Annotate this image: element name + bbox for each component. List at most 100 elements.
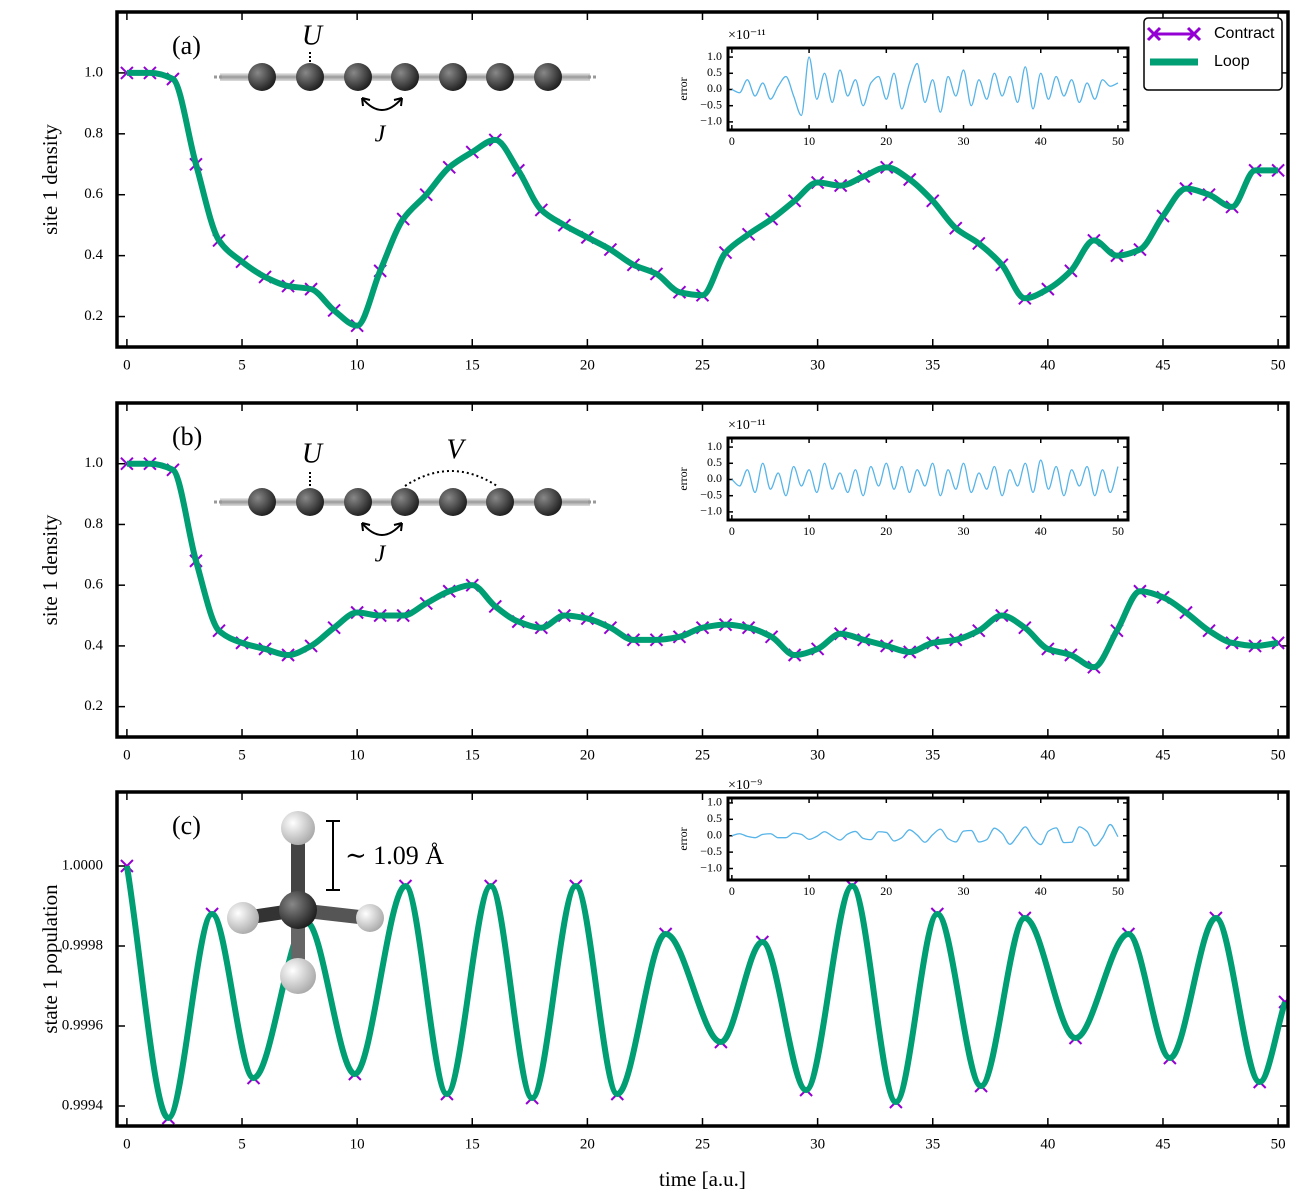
methane-diagram: ∼ 1.09 Å [227,811,444,994]
x-axis-label: time [a.u.] [659,1167,746,1191]
plot-content [731,459,1119,497]
x-tick-label: 30 [958,884,970,898]
x-tick-label: 50 [1112,134,1124,148]
y-axis-label: site 1 density [38,514,62,625]
x-tick-label: 10 [803,134,815,148]
series-line [731,56,1119,117]
panel-label: (b) [172,422,202,451]
y-tick-label: −0.5 [700,97,722,111]
legend-label: Loop [1214,53,1250,70]
y-tick-label: −0.5 [700,844,722,858]
x-tick-label: 45 [1155,1136,1170,1152]
x-tick-label: 5 [238,747,246,763]
annotation: V [446,434,466,465]
marker [1271,163,1285,178]
frame [115,10,1290,349]
x-tick-label: 30 [810,747,825,763]
x-tick-label: 25 [695,357,710,373]
y-tick-label: 1.0 [707,49,722,63]
x-tick-label: 20 [580,357,595,373]
legend-label: Contract [1214,25,1275,42]
inset: 0 10 20 30 40 50 −1.0 −0.5 0.0 0.5 1.0 error ×10⁻⁹ [676,778,1130,898]
plot-area [728,798,1128,880]
series-line [123,865,1288,1121]
x-tick-label: 30 [810,357,825,373]
x-tick-label: 15 [465,747,480,763]
y-tick-label: 1.0 [707,439,722,453]
annotation: J [375,542,387,568]
y-tick-label: 0.2 [84,698,103,714]
y-tick-label: 0.4 [84,247,103,263]
annotation: J [375,122,387,148]
y-tick-label: −1.0 [700,860,722,874]
x-tick-label: 40 [1040,357,1055,373]
x-tick-label: 40 [1035,134,1047,148]
plot-content [120,457,1285,674]
x-tick-label: 40 [1040,747,1055,763]
y-tick-label: 0.8 [84,516,103,532]
x-tick-label: 50 [1271,357,1286,373]
y-tick-label: 0.6 [84,186,103,202]
y-multiplier: ×10⁻¹¹ [728,418,766,433]
y-tick-label: −0.5 [700,487,722,501]
x-tick-label: 35 [925,1136,940,1152]
y-tick-label: 1.0 [707,795,722,809]
x-tick-label: 15 [465,1136,480,1152]
x-tick-label: 35 [925,357,940,373]
frame [115,790,1290,1128]
x-tick-label: 40 [1035,884,1047,898]
y-tick-label: 1.0 [84,455,103,471]
x-tick-label: 40 [1040,1136,1055,1152]
series-line [126,69,1279,329]
x-tick-label: 35 [925,747,940,763]
plot-content [120,66,1285,333]
annotation: U [302,20,324,51]
y-multiplier: ×10⁻⁹ [728,778,762,793]
x-tick-label: 50 [1271,1136,1286,1152]
y-multiplier: ×10⁻¹¹ [728,28,766,43]
x-tick-label: 0 [123,357,131,373]
frame [726,796,1130,882]
y-tick-label: 0.5 [707,455,722,469]
x-tick-label: 20 [880,134,892,148]
y-tick-label: 1.0000 [62,857,103,873]
y-axis-label: error [676,467,690,490]
x-tick-label: 0 [729,134,735,148]
x-tick-label: 25 [695,747,710,763]
x-tick-label: 0 [729,884,735,898]
series-line [731,823,1119,847]
x-tick-label: 10 [350,747,365,763]
y-tick-label: 0.9998 [62,937,103,953]
legend-swatch [1146,26,1202,42]
y-tick-label: −1.0 [700,504,722,518]
y-axis-label: error [676,827,690,850]
x-tick-label: 40 [1035,524,1047,538]
y-tick-label: 0.5 [707,65,722,79]
x-tick-label: 20 [580,1136,595,1152]
x-tick-label: 45 [1155,357,1170,373]
x-tick-label: 30 [958,524,970,538]
y-tick-label: −1.0 [700,114,722,128]
y-tick-label: 0.4 [84,637,103,653]
x-tick-label: 45 [1155,747,1170,763]
frame [726,436,1130,522]
x-tick-label: 10 [350,357,365,373]
plots: 0 5 10 15 20 25 30 35 40 45 50 0.2 0.4 0.6 0.8 1.0 site … [38,10,1290,1191]
series-line [731,459,1119,497]
panel-label: (a) [172,31,201,60]
x-tick-label: 15 [465,357,480,373]
panel: 0 5 10 15 20 25 30 35 40 45 50 0.9994 0.9996 0.9998 1.… [38,790,1290,1191]
y-axis-label: state 1 population [38,884,62,1034]
y-tick-label: 0.0 [707,471,722,485]
y-tick-label: 0.0 [707,81,722,95]
y-tick-label: 0.9994 [62,1097,104,1113]
legend: Contract Loop [1143,17,1283,91]
plot-content [731,823,1119,847]
legend-box [1143,17,1283,91]
inset: 0 10 20 30 40 50 −1.0 −0.5 0.0 0.5 1.0 error ×10⁻¹¹ [676,28,1130,148]
x-tick-label: 50 [1112,524,1124,538]
series-line [126,460,1279,671]
x-tick-label: 50 [1112,884,1124,898]
annotation: ∼ 1.09 Å [345,841,444,870]
